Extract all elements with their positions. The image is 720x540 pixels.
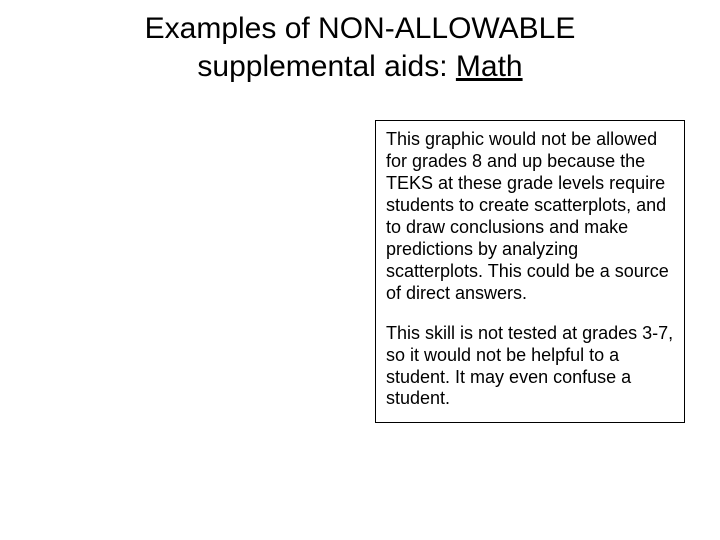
explanation-box: This graphic would not be allowed for gr… — [375, 120, 685, 423]
title-line2-prefix: supplemental aids: — [197, 50, 456, 83]
title-line2-underlined: Math — [456, 50, 523, 83]
title-line1: Examples of NON-ALLOWABLE — [145, 12, 576, 45]
explanation-paragraph-2: This skill is not tested at grades 3-7, … — [386, 323, 674, 411]
explanation-paragraph-1: This graphic would not be allowed for gr… — [386, 129, 674, 305]
slide-title: Examples of NON-ALLOWABLE supplemental a… — [60, 10, 660, 85]
